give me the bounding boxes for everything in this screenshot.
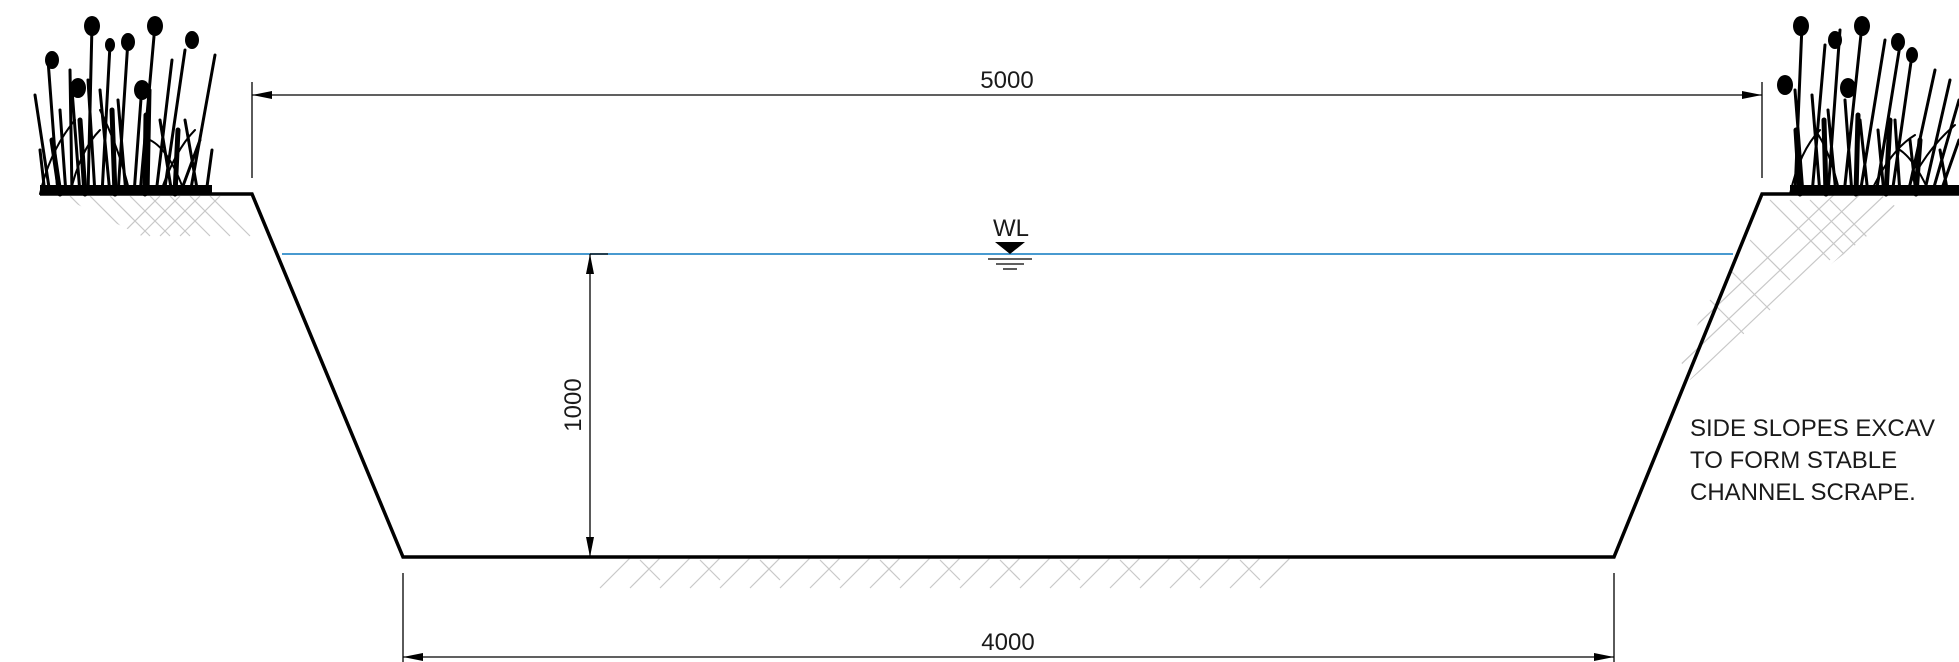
water-level-symbol: [988, 242, 1032, 270]
note-line: CHANNEL SCRAPE.: [1690, 479, 1916, 506]
right-reeds-icon: [1777, 16, 1959, 197]
bottom-width-dimension: [402, 573, 1615, 662]
depth-label: 1000: [560, 378, 587, 431]
left-reeds-icon: [33, 16, 217, 197]
note-line: SIDE SLOPES EXCAV: [1690, 415, 1935, 442]
bottom-width-label: 4000: [981, 629, 1034, 656]
channel-profile-line: [40, 192, 1959, 559]
bed-hatch: [599, 558, 1290, 589]
right-slope-hatch: [1680, 194, 1900, 380]
top-width-label: 5000: [980, 67, 1033, 94]
left-bank-hatch: [69, 196, 251, 237]
water-level-label: WL: [993, 215, 1029, 242]
depth-dimension: [586, 253, 608, 557]
note-line: TO FORM STABLE: [1690, 447, 1898, 474]
side-slopes-note: SIDE SLOPES EXCAV TO FORM STABLE CHANNEL…: [1690, 413, 1935, 509]
top-width-dimension: [251, 82, 1763, 178]
